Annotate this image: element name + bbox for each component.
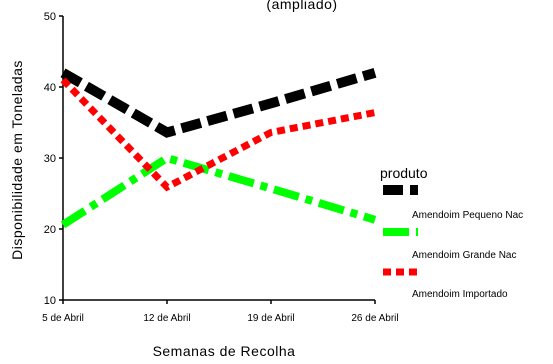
x-tick-label: 26 de Abril	[351, 313, 398, 324]
legend-label-1: Amendoim Pequeno Nac	[412, 210, 523, 221]
y-axis-title: Disponibilidade em Toneladas	[9, 60, 25, 260]
series-line-3	[60, 77, 376, 192]
legend-label-2: Amendoim Grande Nac	[412, 250, 517, 261]
y-tick-label: 40	[44, 82, 56, 94]
x-axis-title: Semanas de Recolha	[153, 343, 296, 359]
series-line-1	[60, 68, 377, 138]
x-tick-label: 19 de Abril	[247, 313, 294, 324]
y-tick-label: 50	[44, 11, 56, 23]
legend: produto Amendoim Pequeno Nac Amendoim Gra…	[380, 165, 523, 300]
series-line-2	[60, 153, 377, 229]
y-tick-label: 20	[44, 224, 56, 236]
x-tick-label: 5 de Abril	[42, 313, 84, 324]
plot-area: 10 20 30 40 50 5 de Abril 12 de Abril 19 de Abr…	[42, 11, 398, 324]
y-tick-label: 30	[44, 153, 56, 165]
top-text-fragment: (ampliado)	[266, 0, 337, 12]
x-tick-label: 12 de Abril	[143, 313, 190, 324]
legend-label-3: Amendoim Importado	[412, 289, 508, 300]
legend-title: produto	[380, 165, 428, 181]
y-tick-label: 10	[44, 295, 56, 307]
